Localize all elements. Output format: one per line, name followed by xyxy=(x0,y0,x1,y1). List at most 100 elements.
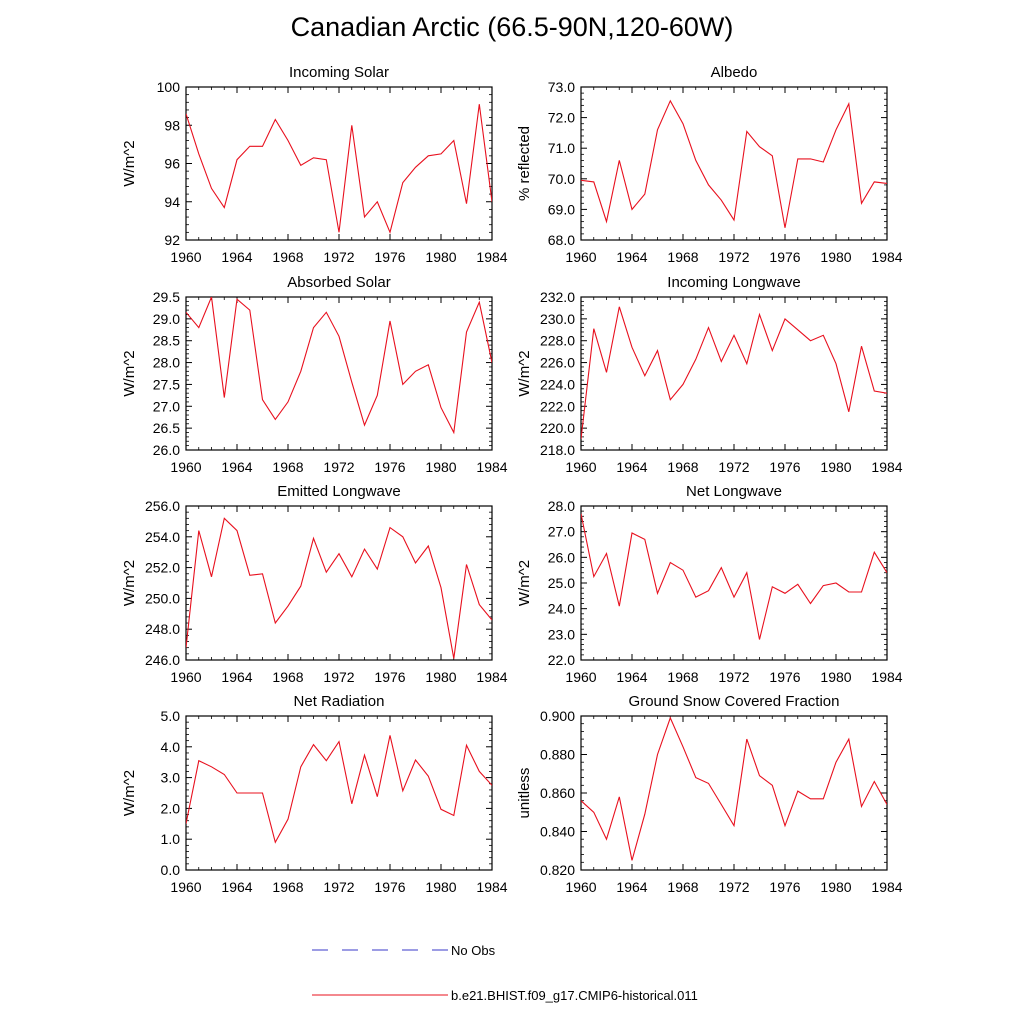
y-tick-label: 27.0 xyxy=(153,398,180,414)
series-line xyxy=(581,306,887,440)
y-tick-label: 98 xyxy=(164,117,180,133)
y-tick-label: 0.820 xyxy=(540,862,575,878)
x-tick-label: 1984 xyxy=(871,669,902,685)
x-tick-label: 1960 xyxy=(170,879,201,895)
panel-emitted-longwave: 246.0 248.0 250.0 252.0 254.0 256.0 1960 1964 19… xyxy=(121,483,508,685)
panel-albedo: 68.0 69.0 70.0 71.0 72.0 73.0 1960 1964 1968 1972… xyxy=(516,64,903,265)
x-tick-label: 1972 xyxy=(718,249,749,265)
y-tick-label: 73.0 xyxy=(548,79,575,95)
x-tick-label: 1964 xyxy=(616,459,647,475)
y-axis-label: W/m^2 xyxy=(516,350,533,396)
x-tick-label: 1960 xyxy=(170,459,201,475)
x-tick-label: 1972 xyxy=(323,249,354,265)
legend: No Obs b.e21.BHIST.f09_g17.CMIP6-historic… xyxy=(312,943,698,1003)
panel-net-longwave: 22.0 23.0 24.0 25.0 26.0 27.0 28.0 1960 1964 1968… xyxy=(516,483,903,685)
y-axis-label: W/m^2 xyxy=(121,560,138,606)
y-tick-label: 96 xyxy=(164,156,180,172)
y-tick-label: 0.860 xyxy=(540,785,575,801)
x-tick-label: 1980 xyxy=(820,669,851,685)
x-tick-label: 1984 xyxy=(476,249,507,265)
panel-absorbed-solar: 26.0 26.5 27.0 27.5 28.0 28.5 29.0 29.5 1960 1964… xyxy=(121,274,508,475)
x-tick-label: 1964 xyxy=(221,669,252,685)
y-tick-label: 228.0 xyxy=(540,333,575,349)
x-tick-label: 1980 xyxy=(820,249,851,265)
y-tick-label: 26.0 xyxy=(153,442,180,458)
panel-incoming-longwave: 218.0 220.0 222.0 224.0 226.0 228.0 230.0 232.0… xyxy=(516,274,903,475)
x-tick-label: 1976 xyxy=(769,669,800,685)
y-tick-label: 69.0 xyxy=(548,201,575,217)
x-tick-label: 1968 xyxy=(272,879,303,895)
panel-net-radiation: 0.0 1.0 2.0 3.0 4.0 5.0 1960 1964 1968 1972 1976 19… xyxy=(121,693,508,895)
y-tick-label: 220.0 xyxy=(540,420,575,436)
x-tick-label: 1976 xyxy=(769,459,800,475)
series-line xyxy=(186,517,492,659)
y-tick-label: 2.0 xyxy=(161,800,181,816)
x-tick-label: 1980 xyxy=(820,459,851,475)
panel-incoming-solar: 92 94 96 98 100 1960 1964 1968 1972 1976 1980 1984 I… xyxy=(121,64,508,265)
x-tick-label: 1960 xyxy=(170,669,201,685)
series-line xyxy=(186,104,492,235)
y-tick-label: 22.0 xyxy=(548,652,575,668)
x-tick-label: 1968 xyxy=(272,459,303,475)
x-tick-label: 1960 xyxy=(565,249,596,265)
y-axis-label: W/m^2 xyxy=(121,140,138,186)
y-tick-label: 246.0 xyxy=(145,652,180,668)
panel-title: Net Radiation xyxy=(294,693,385,710)
x-tick-label: 1964 xyxy=(221,249,252,265)
x-tick-label: 1964 xyxy=(616,879,647,895)
legend-model-label: b.e21.BHIST.f09_g17.CMIP6-historical.011 xyxy=(451,988,698,1003)
panel-title: Emitted Longwave xyxy=(277,483,400,500)
x-tick-label: 1960 xyxy=(170,249,201,265)
y-tick-label: 248.0 xyxy=(145,621,180,637)
x-tick-label: 1972 xyxy=(718,879,749,895)
plot-frame xyxy=(185,296,493,451)
y-axis-label: W/m^2 xyxy=(516,560,533,606)
y-tick-label: 28.5 xyxy=(153,333,180,349)
x-tick-label: 1968 xyxy=(667,879,698,895)
x-tick-label: 1960 xyxy=(565,459,596,475)
plot-frame xyxy=(580,505,888,661)
x-tick-label: 1972 xyxy=(718,459,749,475)
y-tick-label: 256.0 xyxy=(145,498,180,514)
x-tick-label: 1976 xyxy=(769,879,800,895)
plot-frame xyxy=(580,715,888,871)
y-axis-label: W/m^2 xyxy=(121,770,138,816)
x-tick-label: 1972 xyxy=(323,879,354,895)
panel-title: Albedo xyxy=(711,64,758,81)
y-tick-label: 26.0 xyxy=(548,549,575,565)
y-axis-label: unitless xyxy=(516,768,533,819)
y-tick-label: 26.5 xyxy=(153,420,180,436)
y-tick-label: 23.0 xyxy=(548,626,575,642)
series-line xyxy=(581,99,887,228)
y-tick-label: 27.0 xyxy=(548,524,575,540)
x-tick-label: 1980 xyxy=(425,669,456,685)
series-line xyxy=(581,716,887,861)
y-tick-label: 100 xyxy=(157,79,181,95)
x-tick-label: 1984 xyxy=(871,249,902,265)
panel-title: Ground Snow Covered Fraction xyxy=(629,693,840,710)
x-tick-label: 1972 xyxy=(323,669,354,685)
y-tick-label: 226.0 xyxy=(540,355,575,371)
y-tick-label: 1.0 xyxy=(161,831,181,847)
y-tick-label: 28.0 xyxy=(153,355,180,371)
y-tick-label: 25.0 xyxy=(548,575,575,591)
y-tick-label: 70.0 xyxy=(548,171,575,187)
y-axis-label: W/m^2 xyxy=(121,350,138,396)
y-tick-label: 28.0 xyxy=(548,498,575,514)
y-tick-label: 232.0 xyxy=(540,289,575,305)
panel-title: Incoming Solar xyxy=(289,64,389,81)
x-tick-label: 1976 xyxy=(374,879,405,895)
panel-ground-snow-covered-fraction: 0.820 0.840 0.860 0.880 0.900 1960 1964 1968 197… xyxy=(516,693,903,895)
y-tick-label: 71.0 xyxy=(548,140,575,156)
x-tick-label: 1980 xyxy=(425,249,456,265)
x-tick-label: 1984 xyxy=(871,879,902,895)
series-line xyxy=(186,735,492,844)
y-tick-label: 218.0 xyxy=(540,442,575,458)
x-tick-label: 1968 xyxy=(272,669,303,685)
y-tick-label: 252.0 xyxy=(145,560,180,576)
x-tick-label: 1964 xyxy=(221,879,252,895)
panel-title: Incoming Longwave xyxy=(667,274,800,291)
y-tick-label: 230.0 xyxy=(540,311,575,327)
plot-frame xyxy=(580,296,888,451)
